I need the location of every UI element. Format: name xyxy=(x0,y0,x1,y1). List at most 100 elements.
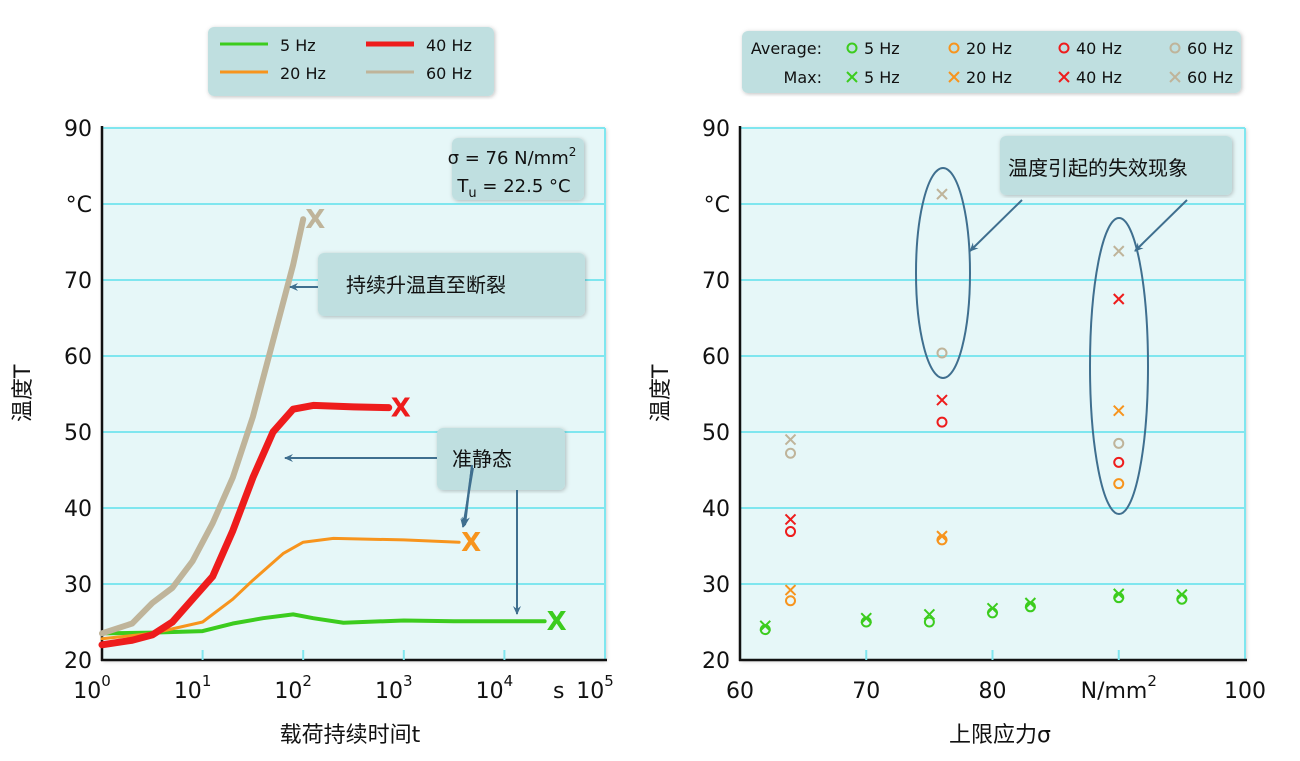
legend-marker-max-5Hz xyxy=(846,71,858,83)
failure-marker-40Hz: X xyxy=(391,394,411,424)
legend-label-20Hz: 20 Hz xyxy=(280,64,326,83)
legend-label-40Hz: 40 Hz xyxy=(1076,68,1122,87)
point-max-5Hz xyxy=(759,620,771,632)
right-chart: 20 30 40 50 60 70 °C 90 温度T 60 70 80 100 N/mm2 上限应力σ 温度… xyxy=(649,31,1266,748)
point-max-40Hz xyxy=(1113,293,1125,305)
point-average-40Hz xyxy=(1113,456,1125,468)
failure-marker-5Hz: X xyxy=(547,607,567,637)
y-tick-label: 30 xyxy=(64,573,92,598)
annotation-box-failure xyxy=(1000,136,1232,195)
y-tick-label: 90 xyxy=(702,117,730,142)
x-unit-label: s xyxy=(553,679,564,704)
point-max-40Hz xyxy=(936,394,948,406)
point-max-5Hz xyxy=(1024,597,1037,609)
y-tick-label: 50 xyxy=(64,421,92,446)
legend-marker-average-5Hz xyxy=(846,42,858,54)
series-line-20Hz xyxy=(100,536,461,641)
y-tick-label: 60 xyxy=(702,345,730,370)
x-unit-label: N/mm2 xyxy=(1081,672,1157,704)
y-tick-label: 50 xyxy=(702,421,730,446)
legend-box xyxy=(208,27,494,96)
legend-marker-max-60Hz xyxy=(1169,71,1181,83)
legend-label-60Hz: 60 Hz xyxy=(1187,39,1233,58)
point-average-5Hz xyxy=(923,616,935,628)
plot-area xyxy=(740,128,1245,660)
x-tick-label: 105 xyxy=(576,672,614,704)
annotation-box-quasistatic xyxy=(437,428,565,490)
annotation-arrow xyxy=(969,199,1023,252)
y-axis-label: 温度T xyxy=(11,364,36,422)
y-tick-label: 60 xyxy=(64,345,92,370)
point-average-60Hz xyxy=(785,447,796,459)
annotation-arrow xyxy=(460,467,474,528)
legend-label-5Hz: 5 Hz xyxy=(864,39,900,58)
point-max-20Hz xyxy=(1113,405,1125,417)
y-tick-label: 90 xyxy=(64,117,92,142)
y-tick-label: °C xyxy=(704,193,730,218)
failure-group-ellipse xyxy=(1089,217,1149,515)
info-box xyxy=(452,138,584,200)
legend-row-label: Average: xyxy=(751,39,822,58)
x-tick-label: 102 xyxy=(274,672,312,704)
legend-marker-average-20Hz xyxy=(948,42,960,54)
x-axis-label: 载荷持续时间t xyxy=(280,723,421,748)
point-max-60Hz xyxy=(936,188,948,200)
point-max-5Hz xyxy=(860,612,872,624)
point-max-20Hz xyxy=(784,584,797,596)
point-average-20Hz xyxy=(785,595,796,607)
legend-label-20Hz: 20 Hz xyxy=(966,39,1012,58)
annotation-rising: 持续升温直至断裂 xyxy=(346,273,506,297)
failure-marker-20Hz: X xyxy=(461,528,481,558)
series-line-5Hz xyxy=(100,612,547,636)
legend-marker-max-20Hz xyxy=(948,71,960,83)
x-tick-label: 100 xyxy=(1224,679,1266,704)
legend-label-5Hz: 5 Hz xyxy=(280,36,316,55)
point-average-60Hz xyxy=(936,347,948,359)
legend-label-5Hz: 5 Hz xyxy=(864,68,900,87)
point-max-60Hz xyxy=(784,433,797,446)
legend-label-20Hz: 20 Hz xyxy=(966,68,1012,87)
point-max-5Hz xyxy=(1113,588,1125,600)
info-stress: σ = 76 N/mm2 xyxy=(448,145,577,169)
legend-label-40Hz: 40 Hz xyxy=(1076,39,1122,58)
y-tick-label: 40 xyxy=(64,497,92,522)
legend-marker-average-40Hz xyxy=(1058,42,1070,54)
legend-marker-average-60Hz xyxy=(1169,42,1181,54)
legend-marker-max-40Hz xyxy=(1058,71,1070,83)
annotation-failure: 温度引起的失效现象 xyxy=(1008,156,1188,180)
point-max-60Hz xyxy=(1113,245,1125,257)
x-axis-label: 上限应力σ xyxy=(949,723,1051,748)
y-tick-label: 20 xyxy=(702,649,730,674)
annotation-box-rising xyxy=(318,253,585,316)
point-max-40Hz xyxy=(784,513,797,526)
y-tick-label: °C xyxy=(66,193,92,218)
point-max-5Hz xyxy=(986,602,999,615)
y-tick-label: 20 xyxy=(64,649,92,674)
legend-label-60Hz: 60 Hz xyxy=(1187,68,1233,87)
point-average-60Hz xyxy=(1113,437,1125,449)
x-tick-label: 70 xyxy=(852,679,880,704)
x-tick-label: 103 xyxy=(375,672,413,704)
point-max-5Hz xyxy=(923,608,936,621)
x-tick-label: 80 xyxy=(979,679,1007,704)
left-chart: 20 30 40 50 60 70 °C 90 温度T 100 101 102 103 104 105 s 载荷… xyxy=(11,27,614,748)
x-tick-label: 104 xyxy=(476,672,514,704)
failure-marker-60Hz: X xyxy=(305,205,325,235)
y-tick-label: 70 xyxy=(702,269,730,294)
y-tick-label: 70 xyxy=(64,269,92,294)
y-tick-label: 40 xyxy=(702,497,730,522)
legend-box xyxy=(742,31,1241,93)
annotation-arrow xyxy=(1134,199,1188,252)
series-line-40Hz xyxy=(98,401,393,649)
x-tick-label: 60 xyxy=(726,679,754,704)
y-tick-label: 30 xyxy=(702,573,730,598)
point-average-40Hz xyxy=(785,526,796,538)
point-max-20Hz xyxy=(936,530,948,542)
point-max-5Hz xyxy=(1176,588,1188,601)
x-tick-label: 101 xyxy=(174,672,212,704)
legend-row-label: Max: xyxy=(784,68,822,87)
series-line-60Hz xyxy=(99,216,307,637)
failure-group-ellipse xyxy=(915,167,971,379)
point-average-20Hz xyxy=(1113,478,1125,490)
